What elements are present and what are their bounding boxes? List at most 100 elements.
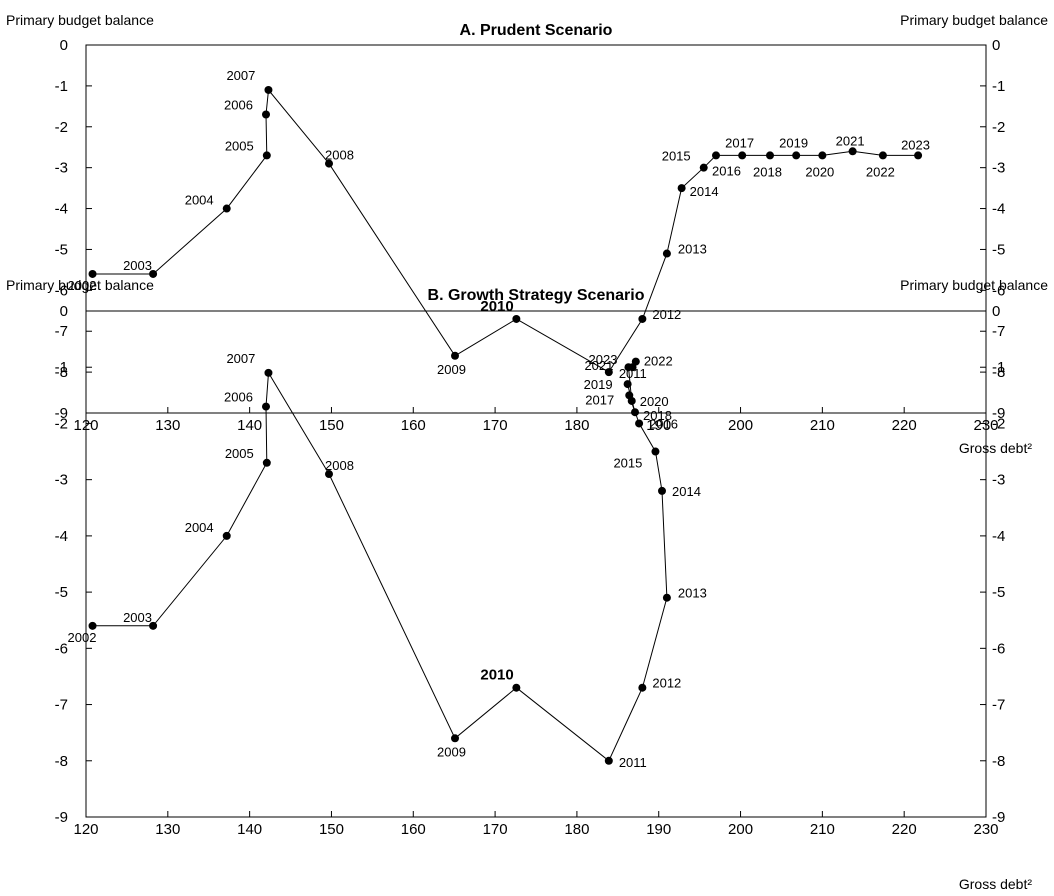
data-point-2018 — [766, 151, 774, 160]
data-point-2020 — [627, 396, 636, 405]
data-point-2013 — [662, 593, 671, 602]
y-tick-label-right: -3 — [992, 472, 1005, 489]
data-point-2003 — [149, 621, 158, 630]
chart-panel-b: 0 0 -1 -1 -2 -2 -3 -3 -4 -4 -5 -5 -6 -6 -7 -7 -8 -8 -9 -9 12… — [6, 277, 1048, 892]
y-tick-label-left: -3 — [55, 472, 68, 489]
data-point-2010 — [512, 314, 521, 323]
y-tick-label-left: -1 — [55, 359, 68, 376]
y-tick-label-right: -9 — [992, 405, 1005, 422]
data-point-2017 — [738, 151, 747, 160]
data-point-2003 — [149, 269, 158, 278]
data-label-2016: 2016 — [649, 416, 678, 431]
data-label-2020: 2020 — [640, 394, 669, 409]
x-tick-label: 170 — [483, 417, 508, 434]
y-tick-label-left: -2 — [55, 119, 68, 136]
data-label-2023: 2023 — [901, 137, 930, 152]
y-tick-label-left: -3 — [55, 160, 68, 177]
y-tick-label-right: -1 — [992, 78, 1005, 95]
y-tick-label-left: -4 — [55, 201, 68, 218]
data-point-2006 — [262, 402, 270, 411]
data-label-2007: 2007 — [226, 351, 255, 366]
x-tick-label: 190 — [646, 821, 671, 838]
y-tick-label-left: -5 — [55, 584, 68, 601]
x-axis-label: Gross debt² — [959, 440, 1032, 456]
data-label-2002: 2002 — [68, 630, 97, 645]
x-tick-label: 140 — [237, 821, 262, 838]
y-tick-label-right: -7 — [992, 697, 1005, 714]
y-tick-label-right: -3 — [992, 160, 1005, 177]
data-label-2003: 2003 — [123, 610, 152, 625]
data-point-2004 — [222, 531, 231, 540]
data-label-2008: 2008 — [325, 458, 354, 473]
data-label-2019: 2019 — [584, 377, 613, 392]
x-tick-label: 130 — [155, 417, 180, 434]
data-point-2022 — [878, 151, 887, 160]
data-label-2009: 2009 — [437, 744, 466, 759]
x-tick-label: 190 — [646, 417, 671, 434]
data-point-2004 — [222, 204, 231, 213]
y-tick-label-right: -8 — [992, 753, 1005, 770]
y-tick-label-right: -1 — [992, 359, 1005, 376]
x-tick-label: 180 — [564, 417, 589, 434]
plot-frame — [85, 44, 987, 414]
data-label-2009: 2009 — [437, 362, 466, 377]
data-label-2011: 2011 — [619, 755, 647, 770]
data-label-2012: 2012 — [652, 307, 681, 322]
y-tick-label-left: -4 — [55, 528, 68, 545]
y-tick-label-left: -8 — [55, 753, 68, 770]
data-label-2010: 2010 — [480, 667, 513, 684]
x-tick-label: 220 — [892, 417, 917, 434]
data-label-2017: 2017 — [725, 135, 754, 150]
y-tick-label-right: -2 — [992, 119, 1005, 136]
data-point-2011 — [604, 368, 613, 377]
data-label-2013: 2013 — [678, 586, 707, 601]
data-point-2014 — [658, 486, 666, 495]
data-point-2012 — [638, 314, 647, 323]
data-label-2014: 2014 — [690, 184, 719, 199]
data-label-2023: 2023 — [589, 352, 618, 367]
data-label-2012: 2012 — [652, 676, 681, 691]
x-tick-label: 200 — [728, 821, 753, 838]
data-point-2023 — [914, 151, 923, 160]
data-point-2002 — [88, 621, 97, 630]
chart-panel-a: 0 0-1 -1-2 -2-3 -3-4 -4-5 -5-6 -6-7 -7-8 -8-9 -912… — [6, 12, 1048, 456]
data-label-2020: 2020 — [805, 164, 834, 179]
data-point-2007 — [264, 368, 273, 377]
data-label-2019: 2019 — [779, 135, 808, 150]
data-point-2002 — [88, 269, 97, 278]
x-tick-label: 230 — [973, 821, 998, 838]
data-label-2005: 2005 — [225, 138, 254, 153]
data-label-2015: 2015 — [613, 456, 642, 471]
x-tick-label: 120 — [73, 821, 98, 838]
x-tick-label: 220 — [892, 821, 917, 838]
data-label-2013: 2013 — [678, 242, 707, 257]
data-point-2008 — [325, 470, 333, 479]
y-tick-label-left: -9 — [55, 405, 68, 422]
data-label-2005: 2005 — [225, 446, 254, 461]
data-point-2005 — [262, 458, 271, 467]
data-label-2018: 2018 — [753, 164, 782, 179]
x-tick-label: 130 — [155, 821, 180, 838]
data-point-2016 — [635, 419, 644, 428]
y-tick-label-left: 0 — [60, 37, 68, 54]
data-point-2013 — [662, 249, 671, 258]
y-tick-label-right: -8 — [992, 364, 1005, 381]
data-point-2019 — [792, 151, 801, 160]
y-tick-label-right: -9 — [992, 809, 1005, 826]
data-label-2004: 2004 — [185, 520, 214, 535]
data-point-2016 — [712, 151, 720, 160]
y-tick-label-right: -4 — [992, 528, 1005, 545]
data-point-2020 — [818, 151, 827, 160]
data-point-2009 — [451, 734, 459, 743]
data-label-2016: 2016 — [712, 163, 741, 178]
x-tick-label: 150 — [319, 417, 344, 434]
y-tick-label-left: -5 — [55, 241, 68, 258]
data-point-2009 — [451, 351, 459, 360]
x-tick-label: 170 — [483, 821, 508, 838]
data-point-2023 — [628, 363, 637, 372]
data-label-2018: 2018 — [643, 408, 672, 423]
data-point-2010 — [512, 683, 521, 692]
data-label-2002: 2002 — [68, 278, 97, 293]
data-point-2005 — [262, 151, 271, 160]
